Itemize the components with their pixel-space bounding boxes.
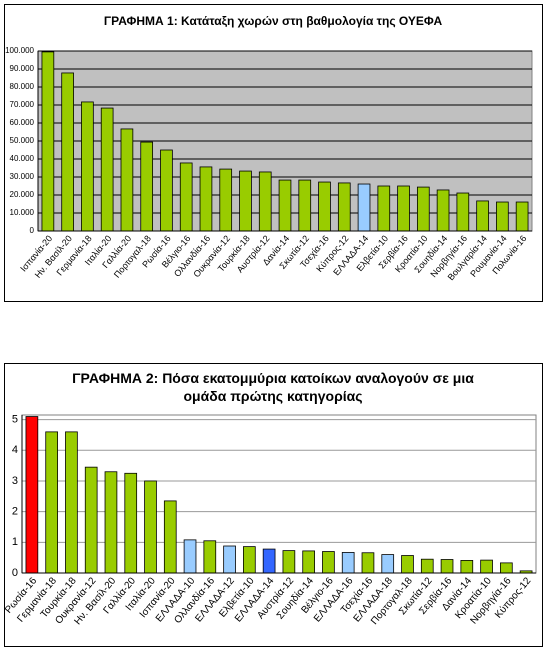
bar [436, 189, 450, 232]
bar [420, 558, 434, 574]
bar [100, 107, 114, 232]
bar [239, 170, 252, 232]
bar [298, 179, 312, 232]
bar [440, 559, 454, 574]
bar [397, 185, 410, 232]
bar [262, 548, 276, 574]
bar [456, 192, 470, 232]
y-tick-label: 10.000 [10, 208, 35, 217]
bar [278, 179, 292, 232]
bar [243, 546, 256, 574]
bar [515, 201, 529, 232]
y-tick-label: 3 [12, 475, 18, 487]
bar [179, 162, 193, 232]
y-tick-label: 0 [30, 226, 35, 235]
bar [496, 201, 509, 232]
y-tick-label: 5 [12, 414, 18, 426]
y-tick-label: 90.000 [10, 64, 35, 73]
y-tick-label: 60.000 [10, 118, 35, 127]
bar [219, 168, 233, 232]
plot-area [21, 414, 537, 574]
y-tick-label: 100.000 [5, 46, 34, 55]
bar [476, 200, 489, 232]
bar [41, 51, 55, 232]
y-tick-label: 1 [12, 536, 18, 548]
bar [160, 149, 173, 232]
y-tick-label: 30.000 [10, 172, 35, 181]
bar [361, 552, 375, 574]
chart-title: ΓΡΑΦΗΜΑ 1: Κατάταξη χωρών στη βαθμολογία… [103, 14, 443, 28]
bar [318, 181, 331, 232]
bar [322, 551, 335, 574]
y-tick-label: 40.000 [10, 154, 35, 163]
bar [282, 550, 296, 574]
y-tick-label: 4 [12, 444, 18, 456]
y-tick-label: 50.000 [10, 136, 35, 145]
y-tick-label: 0 [12, 567, 18, 579]
bar [144, 480, 157, 574]
bar [140, 141, 154, 232]
bar [199, 166, 213, 232]
bar [500, 562, 513, 574]
bar [81, 101, 94, 232]
bar [104, 471, 118, 574]
bar [381, 554, 395, 574]
bar [61, 72, 74, 232]
bar [480, 559, 493, 574]
bar [341, 552, 355, 574]
bar [302, 550, 315, 574]
chart-title: ΓΡΑΦΗΜΑ 2: Πόσα εκατομμύρια κατοίκων ανα… [72, 370, 474, 404]
bar [120, 128, 134, 232]
bar [203, 540, 217, 574]
bar [124, 472, 138, 574]
bar [258, 171, 272, 232]
bar [183, 539, 197, 574]
bar [45, 431, 58, 574]
bar [357, 183, 371, 232]
bar [401, 555, 414, 574]
y-tick-label: 70.000 [10, 100, 35, 109]
bar [84, 466, 98, 574]
bar [460, 560, 474, 574]
y-tick-label: 20.000 [10, 190, 35, 199]
bar [223, 545, 236, 574]
bar [377, 185, 391, 232]
bar [25, 416, 39, 574]
bar [416, 186, 430, 232]
bar [337, 182, 351, 232]
bar [65, 431, 78, 574]
y-tick-label: 2 [12, 506, 18, 518]
bar [163, 500, 177, 574]
y-tick-label: 80.000 [10, 82, 35, 91]
